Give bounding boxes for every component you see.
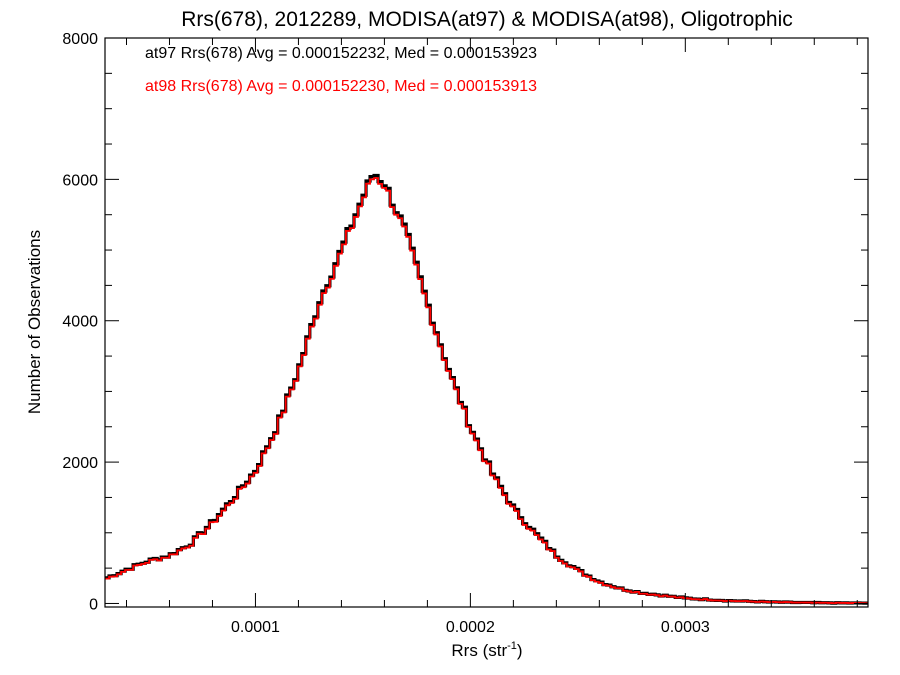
- x-axis-label-exponent: -1: [507, 640, 517, 652]
- y-tick-label: 6000: [62, 172, 98, 189]
- y-tick-label: 0: [89, 596, 98, 613]
- legend: at97 Rrs(678) Avg = 0.000152232, Med = 0…: [145, 45, 537, 95]
- plot-frame: [104, 37, 869, 608]
- series-layer: [105, 173, 868, 605]
- chart-title: Rrs(678), 2012289, MODISA(at97) & MODISA…: [181, 8, 793, 31]
- x-axis-label-close: ): [517, 641, 523, 660]
- y-axis-label: Number of Observations: [25, 230, 44, 414]
- legend-entry-at98: at98 Rrs(678) Avg = 0.000152230, Med = 0…: [145, 78, 537, 95]
- legend-entry-at97: at97 Rrs(678) Avg = 0.000152232, Med = 0…: [145, 45, 537, 62]
- series-at98-line: [105, 177, 868, 605]
- x-tick-label: 0.0001: [231, 619, 280, 636]
- x-tick-label: 0.0002: [446, 619, 495, 636]
- x-axis-label-main: Rrs (str: [451, 641, 507, 660]
- x-axis-label: Rrs (str-1): [451, 640, 522, 660]
- y-tick-label: 4000: [62, 314, 98, 331]
- y-tick-label: 2000: [62, 455, 98, 472]
- ticks-layer: 0 2000 4000 6000 8000 0.0001 0.0002 0.0003: [62, 31, 868, 636]
- x-tick-label: 0.0003: [661, 619, 710, 636]
- y-tick-label: 8000: [62, 31, 98, 48]
